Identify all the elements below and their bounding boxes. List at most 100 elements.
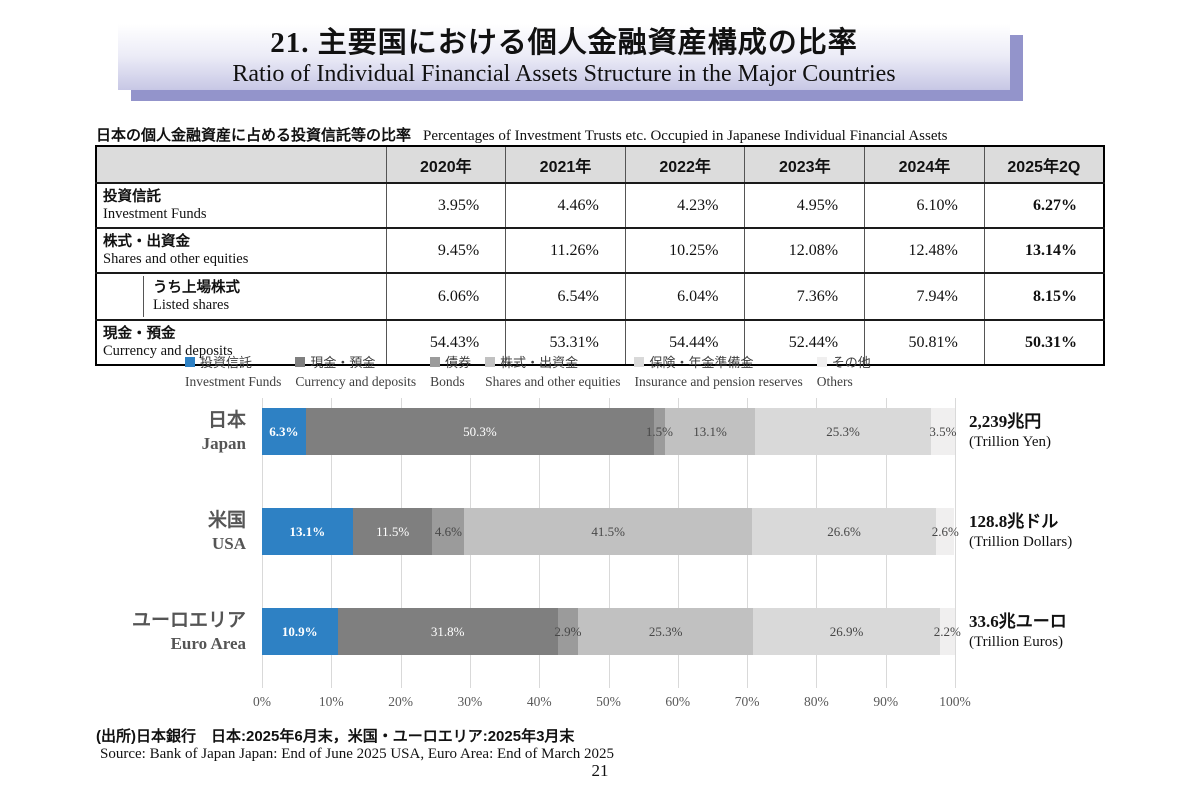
bar-segment: 6.3% xyxy=(262,408,306,455)
total-japan: 2,239兆円 (Trillion Yen) xyxy=(969,412,1051,450)
investment-trust-table: 2020年 2021年 2022年 2023年 2024年 2025年2Q 投資… xyxy=(95,145,1105,366)
bar-segment: 13.1% xyxy=(262,508,353,555)
x-tick-label: 70% xyxy=(734,694,760,709)
legend-item: 債券 Bonds xyxy=(430,352,471,390)
bar-track: 13.1% 11.5% 4.6% 41.5% 26.6% 2.6% xyxy=(262,508,959,555)
segment-value-label: 11.5% xyxy=(376,523,410,539)
table-cell: 50.31% xyxy=(983,319,1105,366)
row-label-en: Shares and other equities xyxy=(103,251,249,267)
legend-swatch-icon xyxy=(485,356,496,367)
bar-segment: 2.2% xyxy=(934,608,961,655)
segment-value-label: 26.6% xyxy=(827,523,861,539)
table-row: 株式・出資金 Shares and other equities 9.45% 1… xyxy=(95,227,1105,274)
x-tick-label: 60% xyxy=(665,694,691,709)
segment-value-label: 31.8% xyxy=(430,623,465,639)
total-euro-area: 33.6兆ユーロ (Trillion Euros) xyxy=(969,612,1067,650)
year-header: 2020年 xyxy=(385,145,507,184)
table-cell: 11.26% xyxy=(505,227,626,274)
legend-label-jp: 債券 xyxy=(445,355,472,370)
legend-label-jp: その他 xyxy=(831,355,871,370)
segment-value-label: 26.9% xyxy=(829,623,864,639)
legend-swatch-icon xyxy=(816,356,827,367)
segment-value-label: 50.3% xyxy=(463,423,497,439)
table-cell: 10.25% xyxy=(624,227,746,274)
legend-item: その他 Others xyxy=(816,352,871,390)
legend-label-en: Investment Funds xyxy=(185,374,282,389)
legend-label-jp: 投資信託 xyxy=(200,355,253,370)
bar-segment: 1.5% xyxy=(646,408,673,455)
legend-label-jp: 保険・年金準備金 xyxy=(649,355,754,370)
segment-value-label: 13.1% xyxy=(693,423,727,439)
bar-segment: 13.1% xyxy=(664,408,756,455)
legend-swatch-icon xyxy=(430,356,441,367)
row-label-jp: うち上場株式 xyxy=(153,280,240,296)
row-label-jp: 株式・出資金 xyxy=(103,234,190,250)
table-header-row: 2020年 2021年 2022年 2023年 2024年 2025年2Q xyxy=(95,145,1105,184)
table-caption: 日本の個人金融資産に占める投資信託等の比率 Percentages of Inv… xyxy=(96,124,948,145)
segment-value-label: 25.3% xyxy=(826,423,860,439)
bar-segment: 31.8% xyxy=(337,608,558,655)
segment-value-label: 13.1% xyxy=(289,523,326,539)
legend-swatch-icon xyxy=(634,356,645,367)
corner-cell xyxy=(95,145,387,184)
segment-value-label: 2.9% xyxy=(554,623,582,639)
segment-value-label: 3.5% xyxy=(929,423,957,439)
bar-segment: 2.6% xyxy=(932,508,959,555)
page-title-en: Ratio of Individual Financial Assets Str… xyxy=(232,61,896,87)
legend-label-en: Insurance and pension reserves xyxy=(634,374,803,389)
row-label-en: Currency and deposits xyxy=(103,343,233,359)
chart-legend: 投資信託 Investment Funds 現金・預金 Currency and de… xyxy=(185,352,871,390)
bar-segment: 26.9% xyxy=(753,608,940,655)
segment-value-label: 10.9% xyxy=(281,623,318,639)
table-row: 現金・預金 Currency and deposits 54.43% 53.31… xyxy=(95,319,1105,366)
table-cell: 4.46% xyxy=(505,182,626,229)
bar-track: 10.9% 31.8% 2.9% 25.3% 26.9% 2.2% xyxy=(262,608,961,655)
bar-segment: 4.6% xyxy=(432,508,465,555)
table-cell: 6.04% xyxy=(624,272,746,321)
table-cell: 12.48% xyxy=(864,227,985,274)
table-row: 投資信託 Investment Funds 3.95% 4.46% 4.23% … xyxy=(95,182,1105,229)
source-note-jp: (出所)日本銀行 日本:2025年6月末，米国・ユーロエリア:2025年3月末 xyxy=(96,728,575,745)
table-cell: 52.44% xyxy=(744,319,866,366)
x-tick-label: 50% xyxy=(596,694,621,709)
legend-label-en: Currency and deposits xyxy=(295,374,417,389)
x-tick-label: 30% xyxy=(457,694,483,709)
segment-value-label: 2.6% xyxy=(931,523,959,539)
table-cell: 54.44% xyxy=(624,319,746,366)
legend-label-jp: 現金・預金 xyxy=(310,355,376,370)
bar-segment: 25.3% xyxy=(577,608,754,655)
bar-segment: 11.5% xyxy=(352,508,433,555)
legend-label-en: Shares and other equities xyxy=(485,374,621,389)
bar-segment: 41.5% xyxy=(464,508,752,555)
category-label-usa: 米国 USA xyxy=(207,510,246,553)
segment-value-label: 6.3% xyxy=(269,423,299,439)
table-cell: 6.06% xyxy=(385,272,507,321)
table-row: うち上場株式 Listed shares 6.06% 6.54% 6.04% 7… xyxy=(95,272,1105,321)
year-header: 2022年 xyxy=(624,145,746,184)
legend-label-en: Others xyxy=(816,374,853,389)
legend-item: 投資信託 Investment Funds xyxy=(185,352,281,390)
table-cell: 4.95% xyxy=(744,182,866,229)
x-tick-label: 0% xyxy=(253,694,271,709)
year-header: 2021年 xyxy=(505,145,626,184)
segment-value-label: 1.5% xyxy=(645,423,673,439)
page-number: 21 xyxy=(591,761,609,780)
row-label-en: Listed shares xyxy=(153,297,230,313)
stacked-bar-chart: 日本 Japan 米国 USA ユーロエリア Euro Area 6.3% 50.… xyxy=(0,398,1200,720)
legend-swatch-icon xyxy=(185,356,195,367)
bar-segment: 3.5% xyxy=(929,408,957,455)
x-tick-label: 100% xyxy=(939,694,971,709)
table-cell: 12.08% xyxy=(744,227,866,274)
bar-track: 6.3% 50.3% 1.5% 13.1% 25.3% 3.5% xyxy=(262,408,957,455)
legend-swatch-icon xyxy=(295,356,306,367)
segment-value-label: 25.3% xyxy=(648,623,683,639)
table-cell: 50.81% xyxy=(864,319,985,366)
x-tick-label: 80% xyxy=(804,694,829,709)
table-cell: 13.14% xyxy=(983,227,1105,274)
x-axis: 0% 10% 20% 30% 40% 50% 60% 70% 80% 90% 100% xyxy=(253,688,971,714)
bar-segment: 2.9% xyxy=(554,608,581,655)
segment-value-label: 4.6% xyxy=(434,523,462,539)
table-cell: 53.31% xyxy=(505,319,626,366)
title-banner: 21. 主要国における個人金融資産構成の比率 Ratio of Individu… xyxy=(118,24,1010,90)
table-cell: 6.27% xyxy=(983,182,1105,229)
